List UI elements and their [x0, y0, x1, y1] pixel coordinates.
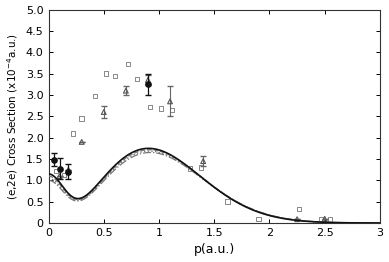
- Point: [56, 167, 63, 171]
- Point: [101, 110, 107, 114]
- Point: [56, 174, 63, 178]
- Point: [145, 78, 151, 82]
- Point: [198, 165, 204, 170]
- Point: [79, 116, 85, 121]
- Point: [92, 94, 98, 98]
- Point: [158, 107, 164, 111]
- Point: [200, 159, 206, 163]
- Point: [61, 173, 67, 177]
- Point: [134, 77, 140, 81]
- Point: [53, 169, 60, 173]
- Point: [145, 82, 151, 86]
- Point: [255, 217, 261, 221]
- Point: [79, 140, 85, 144]
- Point: [123, 89, 129, 93]
- Point: [322, 217, 328, 221]
- Point: [224, 200, 231, 204]
- X-axis label: p(a.u.): p(a.u.): [194, 243, 235, 256]
- Point: [112, 74, 118, 78]
- Point: [65, 170, 72, 174]
- Point: [147, 105, 153, 109]
- Y-axis label: (e,2e) Cross Section (x10$^{-4}$a.u.): (e,2e) Cross Section (x10$^{-4}$a.u.): [5, 33, 20, 200]
- Point: [125, 62, 131, 66]
- Point: [70, 131, 76, 135]
- Point: [187, 166, 193, 171]
- Point: [294, 217, 300, 221]
- Point: [103, 72, 109, 76]
- Point: [169, 108, 175, 112]
- Point: [318, 217, 324, 221]
- Point: [65, 168, 72, 172]
- Point: [167, 99, 173, 103]
- Point: [51, 158, 57, 162]
- Point: [296, 207, 302, 211]
- Point: [327, 217, 333, 222]
